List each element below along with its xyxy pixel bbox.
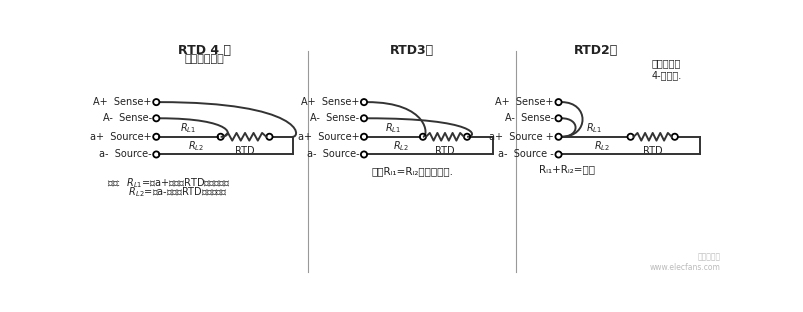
Text: RTD3线: RTD3线 (389, 44, 434, 56)
Text: RTD: RTD (642, 146, 662, 156)
Text: $R_{L1}$: $R_{L1}$ (585, 121, 602, 135)
Text: 如果Rₗ₁=Rₗ₂，误差最小.: 如果Rₗ₁=Rₗ₂，误差最小. (371, 166, 452, 176)
Text: 电子发烧友
www.elecfans.com: 电子发烧友 www.elecfans.com (649, 252, 719, 271)
Text: A-  Sense-: A- Sense- (103, 113, 152, 123)
Text: $R_{L2}$: $R_{L2}$ (188, 139, 204, 153)
Text: A+  Sense+: A+ Sense+ (93, 97, 152, 107)
Text: Rₗ₁+Rₗ₂=误差: Rₗ₁+Rₗ₂=误差 (539, 164, 594, 174)
Text: RTD: RTD (235, 146, 255, 156)
Text: $R_{L2}$=从a-端子到RTD的导线电阻: $R_{L2}$=从a-端子到RTD的导线电阻 (107, 185, 227, 199)
Text: $R_{L1}$: $R_{L1}$ (180, 121, 196, 135)
Text: RTD: RTD (434, 146, 454, 156)
Text: RTD 4 线: RTD 4 线 (177, 44, 230, 56)
Text: a+  Source+: a+ Source+ (90, 132, 152, 142)
Text: A-  Sense-: A- Sense- (504, 113, 553, 123)
Text: a+  Source +: a+ Source + (488, 132, 553, 142)
Text: a+  Source+: a+ Source+ (297, 132, 359, 142)
Text: a-  Source-: a- Source- (306, 149, 359, 159)
Text: A+  Sense+: A+ Sense+ (495, 97, 553, 107)
Text: （精度最高）: （精度最高） (184, 54, 224, 64)
Text: 设置开关到
4-线模式.: 设置开关到 4-线模式. (650, 58, 681, 80)
Text: RTD2线: RTD2线 (573, 44, 618, 56)
Text: A-  Sense-: A- Sense- (310, 113, 359, 123)
Text: A+  Sense+: A+ Sense+ (300, 97, 359, 107)
Text: 注意:  $R_{L1}$=从a+端子到RTD的导线电阻: 注意: $R_{L1}$=从a+端子到RTD的导线电阻 (107, 176, 230, 190)
Text: $R_{L1}$: $R_{L1}$ (385, 121, 401, 135)
Text: $R_{L2}$: $R_{L2}$ (593, 139, 609, 153)
Text: $R_{L2}$: $R_{L2}$ (393, 139, 409, 153)
Text: a-  Source -: a- Source - (498, 149, 553, 159)
Text: a-  Source-: a- Source- (99, 149, 152, 159)
